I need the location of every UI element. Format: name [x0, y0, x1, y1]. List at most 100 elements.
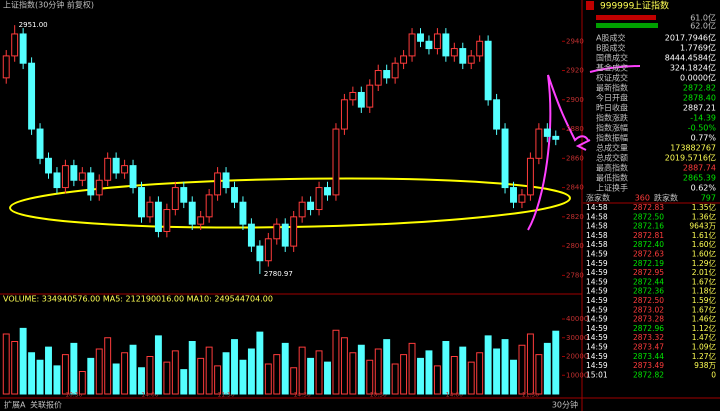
- tick-volume: 938万: [694, 361, 716, 370]
- tick-time: 14:58: [586, 231, 608, 240]
- tick-price: 2873.02: [633, 305, 664, 314]
- chart-title: 上证指数(30分钟 前复权): [3, 0, 94, 10]
- tick-price: 2872.63: [633, 250, 664, 259]
- candle-body: [467, 55, 475, 64]
- volume-bar: [425, 350, 433, 395]
- volume-bar: [264, 363, 272, 395]
- candle-body: [70, 165, 78, 181]
- volume-bar: [543, 342, 551, 395]
- row-label: 权证成交: [596, 73, 628, 83]
- tick-time: 15:01: [586, 370, 608, 379]
- row-value: 2887.74: [683, 164, 716, 173]
- candle-body: [45, 157, 52, 174]
- volume-bar: [36, 359, 44, 395]
- tick-volume: 1.59亿: [692, 295, 717, 305]
- candle-body: [357, 91, 365, 108]
- row-value: 2017.7946亿: [665, 33, 716, 43]
- tick-price: 2872.44: [633, 277, 664, 286]
- bar-label: 61.0亿: [690, 13, 716, 23]
- tick-price: 2872.16: [633, 222, 664, 231]
- tick-volume: 0: [711, 370, 716, 379]
- volume-bar: [476, 352, 484, 395]
- candle-body: [408, 33, 416, 57]
- candle-body: [129, 165, 137, 189]
- volume-bar: [450, 356, 458, 395]
- tick-time: 14:59: [586, 277, 608, 286]
- y-tick-label: 30000: [566, 334, 588, 342]
- volume-bar: [484, 335, 492, 395]
- volume-bar: [307, 357, 315, 395]
- volume-bar: [205, 346, 213, 395]
- candle-body: [298, 201, 306, 218]
- tick-time: 14:59: [586, 333, 608, 342]
- volume-bar: [340, 337, 348, 395]
- tick-volume: 1.60亿: [692, 239, 717, 249]
- row-label: 上证换手: [596, 183, 628, 193]
- volume-bar: [501, 339, 509, 395]
- x-tick-label: 10:30: [65, 392, 82, 399]
- x-tick-label: 14:00: [446, 392, 463, 399]
- tick-volume: 1.09亿: [692, 342, 717, 352]
- bar-a: [596, 15, 656, 20]
- volume-bar: [45, 346, 52, 395]
- x-tick-label: 11:30: [217, 392, 234, 399]
- candle-body: [264, 238, 272, 262]
- tick-volume: 1.61亿: [692, 230, 717, 240]
- volume-bar: [357, 344, 365, 395]
- row-label: 昨日收盘: [596, 103, 628, 113]
- panel-code: 999999: [600, 2, 635, 12]
- volume-bar: [129, 344, 137, 395]
- candle-body: [450, 48, 458, 57]
- tick-time: 14:59: [586, 250, 608, 259]
- tick-time: 14:59: [586, 305, 608, 314]
- row-label: 指数涨幅: [596, 123, 628, 133]
- candle-body: [391, 62, 399, 79]
- y-tick-label: 2820: [566, 213, 584, 221]
- x-tick-label: 10:30: [370, 392, 387, 399]
- row-label: 基金成交: [596, 63, 628, 73]
- volume-bar: [19, 327, 27, 395]
- tick-price: 2872.82: [633, 370, 664, 379]
- volume-bar: [95, 348, 103, 395]
- candle-body: [205, 194, 213, 218]
- candle-body: [28, 62, 36, 130]
- candle-body: [2, 55, 10, 79]
- tick-volume: 1.67亿: [692, 276, 717, 286]
- candle-body: [433, 33, 441, 50]
- row-value: 2872.82: [683, 84, 716, 93]
- tick-price: 2872.50: [633, 212, 664, 221]
- volume-bar: [374, 348, 382, 395]
- breadth-value: 360: [635, 194, 650, 203]
- volume-bar: [78, 371, 86, 395]
- candle-body: [315, 187, 323, 211]
- candle-body: [146, 201, 154, 218]
- candle-body: [425, 40, 433, 50]
- tick-time: 14:58: [586, 240, 608, 249]
- volume-bar: [526, 333, 534, 395]
- candle-body: [256, 245, 264, 262]
- candle-body: [340, 99, 348, 130]
- volume-bar: [510, 359, 517, 395]
- volume-bar: [239, 359, 247, 395]
- row-label: 指数涨跌: [596, 113, 628, 123]
- footer-tab[interactable]: 扩展A: [4, 400, 26, 410]
- candle-body: [180, 187, 188, 203]
- volume-bar: [171, 350, 179, 395]
- annotation: 2951.00: [19, 21, 48, 29]
- footer-tab[interactable]: 关联报价: [30, 400, 62, 410]
- candle-body: [138, 187, 145, 218]
- volume-bar: [459, 346, 467, 395]
- volume-bar: [315, 350, 323, 395]
- volume-label: VOLUME: 334940576.00 MA5: 212190016.00 M…: [3, 295, 273, 304]
- row-value: 2878.40: [683, 94, 716, 103]
- candle-body: [417, 33, 424, 42]
- y-tick-label: 2940: [566, 37, 584, 45]
- tick-volume: 1.67亿: [692, 304, 717, 314]
- tick-time: 14:59: [586, 287, 608, 296]
- tick-volume: 1.27亿: [692, 351, 717, 361]
- volume-bar: [383, 339, 391, 395]
- volume-bar: [273, 354, 281, 395]
